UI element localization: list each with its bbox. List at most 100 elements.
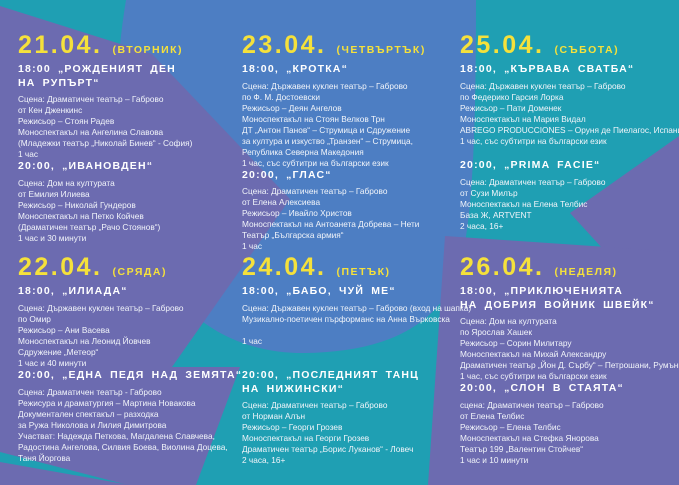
event-block: 18:00, „БАБО, ЧУЙ МЕ“ Сцена: Държавен кук…	[242, 285, 472, 369]
purple-ribbon-left-lower	[0, 367, 240, 485]
event-title-line: НА НИЖИНСКИ“	[242, 382, 345, 395]
event-detail-line: 2 часа, 16+	[460, 220, 504, 231]
event-detail-line: Сцена: Дом на културата	[460, 316, 557, 326]
event-detail-line: от Сузи Милър	[460, 187, 518, 198]
event-detail-line: Република Северна Македония	[242, 146, 364, 157]
event-detail-line: Режисьор – Сорин Милитару	[460, 338, 572, 348]
event-block: 20:00, „ЕДНА ПЕДЯ НАД ЗЕМЯТА“ Сцена: Драм…	[18, 369, 243, 464]
event-title: 18:00, „КРОТКА“	[242, 63, 461, 77]
event-detail-line: от Емилия Илиева	[18, 188, 90, 199]
event-detail-line: 1 час	[18, 149, 39, 159]
event-title: 20:00, „ИВАНОВДЕН“	[18, 160, 237, 174]
event-detail-line: Сцена: Държавен куклен театър – Габрово	[460, 80, 626, 91]
event-detail-line: ДТ „Антон Панов“ – Струмица и Сдружение	[242, 124, 411, 135]
purple-region-bottom-right	[428, 236, 679, 485]
event-detail-line: Режисьор – Пати Доменек	[460, 102, 562, 113]
event-title-line: 20:00, „ЕДНА ПЕДЯ НАД ЗЕМЯТА“	[18, 369, 243, 381]
event-title: 20:00, „ЕДНА ПЕДЯ НАД ЗЕМЯТА“	[18, 369, 243, 383]
event-detail-line: Режисьор – Николай Гундеров	[18, 199, 136, 210]
event-block: 20:00, „ГЛАС“ Сцена: Драматичен театър – …	[242, 169, 461, 253]
day-section: 22.04. (СРЯДА) 18:00, „ИЛИАДА“ Сцена: Държа…	[18, 255, 243, 464]
event-detail-line: Режисьор – Ивайло Христов	[242, 208, 352, 218]
event-block: 18:00, „КРОТКА“ Сцена: Държавен куклен те…	[242, 63, 461, 169]
event-detail-line: Сцена: Държавен куклен театър – Габрово …	[242, 302, 472, 313]
weekday-label: (ВТОРНИК)	[112, 44, 184, 56]
event-detail-line: Моноспектакъл на Антоанета Добрева – Нет…	[242, 219, 420, 229]
event-title-line: 20:00, „ИВАНОВДЕН“	[18, 160, 154, 172]
event-title-line: 18:00, „ПРИКЛЮЧЕНИЯТА	[460, 285, 624, 297]
event-title: 20:00, „СЛОН В СТАЯТА“	[460, 382, 679, 396]
event-detail-line: Моноспектакъл на Стоян Велков Трн	[242, 113, 385, 124]
weekday-label: (НЕДЕЛЯ)	[554, 266, 618, 278]
event-detail-line: 2 часа, 16+	[242, 455, 286, 465]
event-detail-line: Сцена: Драматичен театър – Габрово	[18, 94, 164, 104]
event-detail-line: 1 час	[242, 241, 263, 251]
weekday-label: (СРЯДА)	[112, 266, 167, 278]
date-row: 22.04. (СРЯДА)	[18, 255, 237, 280]
event-detail-line: 1 час и 30 минути	[18, 232, 87, 243]
event-detail-line: Моноспектакъл на Стефка Янорова	[460, 432, 599, 443]
event-title-line: 20:00, „ПОСЛЕДНИЯТ ТАНЦ	[242, 369, 420, 381]
event-title: 20:00, „PRIMA FACIE“	[460, 159, 679, 173]
purple-ribbon-left-upper	[0, 6, 290, 367]
event-detail-line: Режисура и драматургия – Мартина Новаков…	[18, 397, 196, 408]
event-detail-line: Режисьор – Стоян Радев	[18, 116, 115, 126]
event-title: 18:00, „ПРИКЛЮЧЕНИЯТА НА ДОБРИЯ ВОЙНИК ШВ…	[460, 285, 679, 312]
event-detail-line: Моноспектакъл на Мария Видал	[460, 113, 586, 124]
event-block: 20:00, „ИВАНОВДЕН“ Сцена: Дом на културат…	[18, 160, 237, 244]
event-detail-line: (Драматичен театър „Рачо Стоянов“)	[18, 221, 161, 232]
event-detail-line: Режисьор – Георги Грозев	[242, 422, 343, 432]
event-detail-line: от Норман Алън	[242, 411, 306, 421]
event-title-line: НА ДОБРИЯ ВОЙНИК ШВЕЙК“	[460, 298, 655, 311]
event-title: 18:00, „КЪРВАВА СВАТБА“	[460, 63, 679, 77]
event-title: 18:00, „ИЛИАДА“	[18, 285, 237, 299]
event-detail-line: Режисьор – Деян Ангелов	[242, 102, 342, 113]
day-section: 21.04. (ВТОРНИК) 18:00 „РОЖДЕНИЯТ ДЕН НА РУ…	[18, 33, 237, 244]
event-detail-line: Моноспектакъл на Елена Телбис	[460, 198, 588, 209]
day-section: 26.04. (НЕДЕЛЯ) 18:00, „ПРИКЛЮЧЕНИЯТА НА ДО…	[460, 255, 679, 466]
event-detail-line: ABREGO PRODUCCIONES – Оруня де Пиелагос,…	[460, 124, 679, 135]
event-title-line: 18:00, „ИЛИАДА“	[18, 285, 128, 297]
date-label: 22.04.	[18, 253, 103, 281]
event-title-line: НА РУПЪРТ“	[18, 76, 100, 89]
date-row: 25.04. (СЪБОТА)	[460, 33, 679, 58]
event-block: 20:00, „PRIMA FACIE“ Сцена: Драматичен те…	[460, 159, 679, 232]
event-block: 18:00, „ПРИКЛЮЧЕНИЯТА НА ДОБРИЯ ВОЙНИК ШВ…	[460, 285, 679, 382]
event-detail-line: Театър 199 „Валентин Стойчев“	[460, 443, 584, 454]
event-detail-line: сцена: Драматичен театър – Габрово	[460, 399, 604, 410]
date-label: 21.04.	[18, 31, 103, 59]
event-detail-line: Моноспектакъл на Петко Койчев	[18, 210, 144, 221]
weekday-label: (ЧЕТВЪРТЪК)	[336, 44, 426, 56]
event-title-line: 20:00, „PRIMA FACIE“	[460, 159, 601, 171]
event-detail-line: 1 час, със субтитри на български език	[460, 371, 607, 381]
weekday-label: (ПЕТЪК)	[336, 266, 391, 278]
event-detail-line: 1 час	[242, 335, 263, 346]
event-detail-line: (Младежки театър „Николай Бинев“ - София…	[18, 138, 193, 148]
event-detail-line: по Ярослав Хашек	[460, 327, 532, 337]
event-detail-line: Драматичен театър „Йон Д. Сърбу“ – Петро…	[460, 360, 679, 370]
event-detail-line: за Ружа Николова и Лилия Димитрова	[18, 419, 167, 430]
event-detail-line: Сцена: Държавен куклен театър – Габрово	[18, 302, 184, 313]
event-block: 18:00, „КЪРВАВА СВАТБА“ Сцена: Държавен к…	[460, 63, 679, 159]
event-detail-line: Сцена: Държавен куклен театър – Габрово	[242, 80, 408, 91]
event-title-line: 20:00, „ГЛАС“	[242, 168, 332, 181]
event-detail-line: Сцена: Драматичен театър – Габрово	[460, 176, 606, 187]
event-detail-line: Сдружение „Метеор“	[18, 346, 99, 357]
event-detail-line: Документален спектакъл – разходка	[18, 408, 159, 419]
event-title-line: 18:00 „РОЖДЕНИЯТ ДЕН	[18, 63, 176, 75]
event-detail-line: 1 час, със субтитри на български език	[242, 157, 389, 168]
date-label: 24.04.	[242, 253, 327, 281]
event-detail-line: 1 час, със субтитри на български език	[460, 135, 607, 146]
event-detail-line: Сцена: Драматичен театър – Габрово	[242, 400, 388, 410]
date-label: 26.04.	[460, 253, 545, 281]
event-detail-line: Сцена: Дом на културата	[18, 177, 115, 188]
event-detail-line: Сцена: Драматичен театър - Габрово	[18, 386, 162, 397]
event-detail-line: Театър „Българска армия“	[242, 230, 344, 240]
event-detail-line: 1 час и 10 минути	[460, 454, 529, 465]
event-detail-line: по Федерико Гарсия Лорка	[460, 91, 564, 102]
day-section: 25.04. (СЪБОТА) 18:00, „КЪРВАВА СВАТБА“ Сце…	[460, 33, 679, 232]
event-detail-line	[242, 325, 461, 336]
event-detail-line: Сцена: Драматичен театър – Габрово	[242, 186, 388, 196]
